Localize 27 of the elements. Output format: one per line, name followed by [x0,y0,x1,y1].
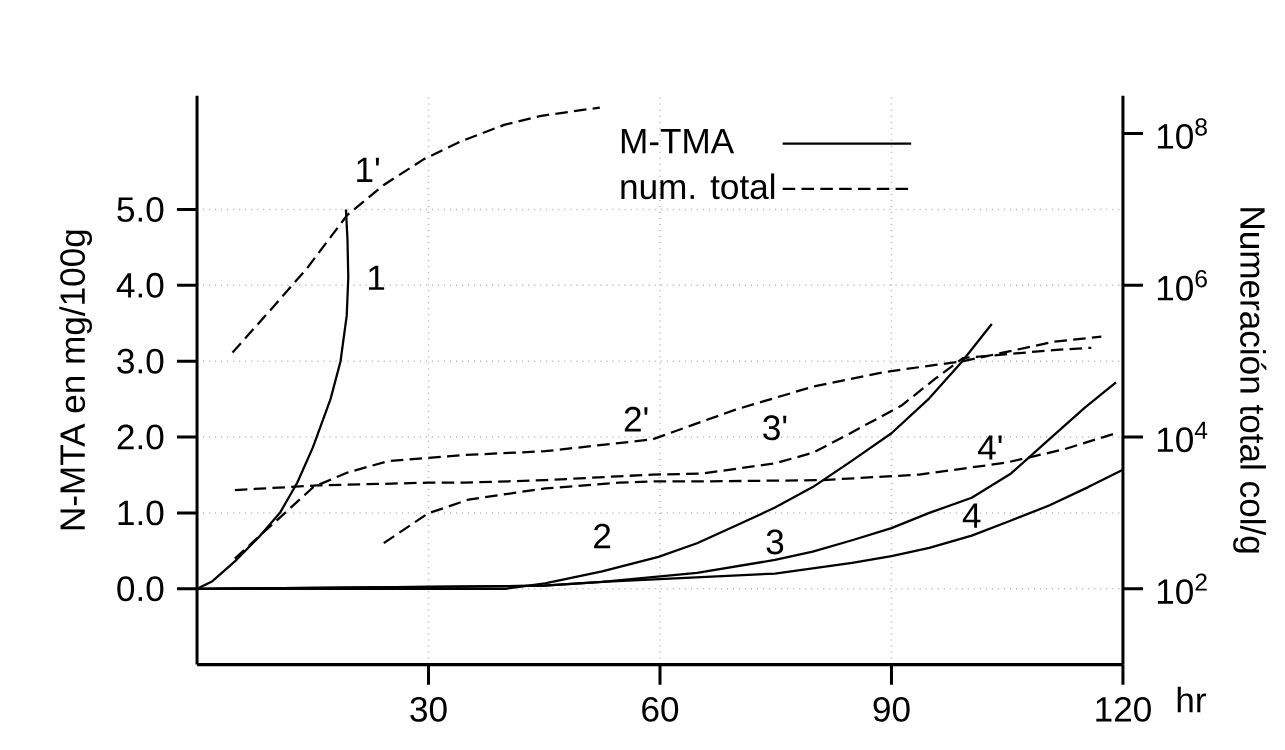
y-tick-label: 4.0 [116,273,164,298]
annotation: num. total [621,173,775,200]
y2-tick-label: 10$^{8}$ [1157,118,1207,150]
y-axis-title: N-MTA en mg/100g [59,230,92,530]
series-label: 4 [962,503,981,528]
annotation: M-TMA [621,129,735,154]
y2-tick-label: 10$^{4}$ [1157,422,1208,453]
series-label: 2 [594,523,611,549]
y2-tick-label: 10$^{6}$ [1157,270,1207,301]
series-label: 1' [357,158,379,183]
x-tick-label: 90 [873,697,910,722]
y2-tick-label: 10$^{2}$ [1157,573,1207,605]
y-tick-label: 2.0 [117,424,164,450]
x-axis-title: hr [1177,687,1206,713]
x-tick-label: 120 [1096,697,1151,722]
y-tick-label: 0.0 [117,576,164,602]
y2-axis-title: Numeración total col/g [1233,208,1267,553]
y-tick-label: 5.0 [117,197,164,223]
x-tick-label: 60 [642,697,679,722]
series-label: 1 [369,265,385,291]
series-label: 2' [624,407,648,432]
x-tick-label: 30 [410,697,447,722]
y-tick-label: 3.0 [117,348,164,374]
series-label: 3 [766,529,784,555]
y-tick-label: 1.0 [118,500,164,526]
series-label: 3' [763,415,787,441]
series-label: 4' [977,435,1002,460]
